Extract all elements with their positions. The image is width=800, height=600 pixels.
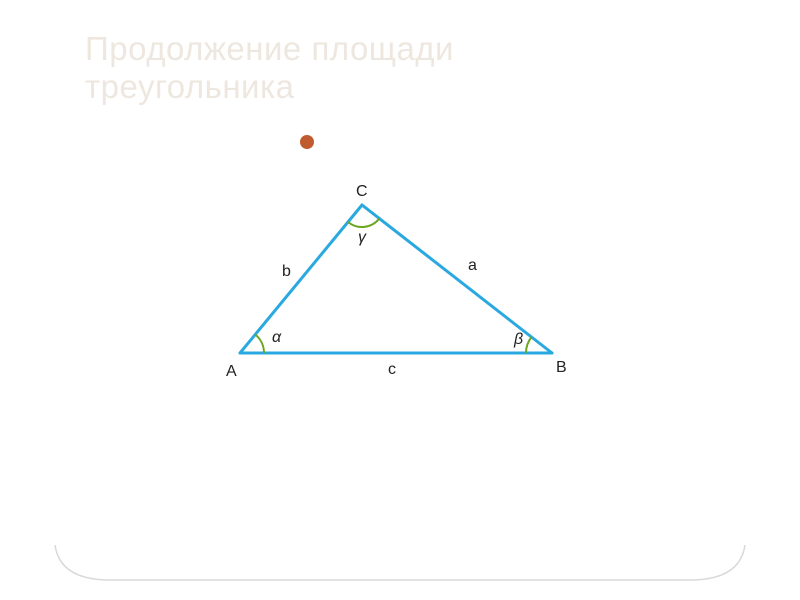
vertex-label-B: B xyxy=(556,359,567,377)
bullet-icon xyxy=(300,135,314,149)
title-line-2: треугольника xyxy=(85,68,295,105)
angle-arc-alpha xyxy=(255,334,264,353)
angle-arc-beta xyxy=(526,337,531,353)
angle-label-alpha: α xyxy=(272,329,281,347)
vertex-label-C: C xyxy=(356,183,368,201)
angle-label-beta: β xyxy=(514,331,523,349)
angle-arc-gamma xyxy=(348,219,379,227)
edge-label-b: b xyxy=(282,263,291,281)
slide-title: Продолжение площади треугольника xyxy=(85,30,685,106)
triangle-diagram: A B Ca b c α β γ xyxy=(200,185,580,395)
angle-label-gamma: γ xyxy=(358,229,366,247)
edge-b xyxy=(240,205,362,353)
bottom-curve-path xyxy=(55,545,745,580)
edge-label-a: a xyxy=(468,257,477,275)
bottom-curve xyxy=(0,540,800,600)
edge-a xyxy=(362,205,552,353)
edge-label-c: c xyxy=(388,361,396,379)
vertex-label-A: A xyxy=(226,363,237,381)
title-line-1: Продолжение площади xyxy=(85,30,454,67)
